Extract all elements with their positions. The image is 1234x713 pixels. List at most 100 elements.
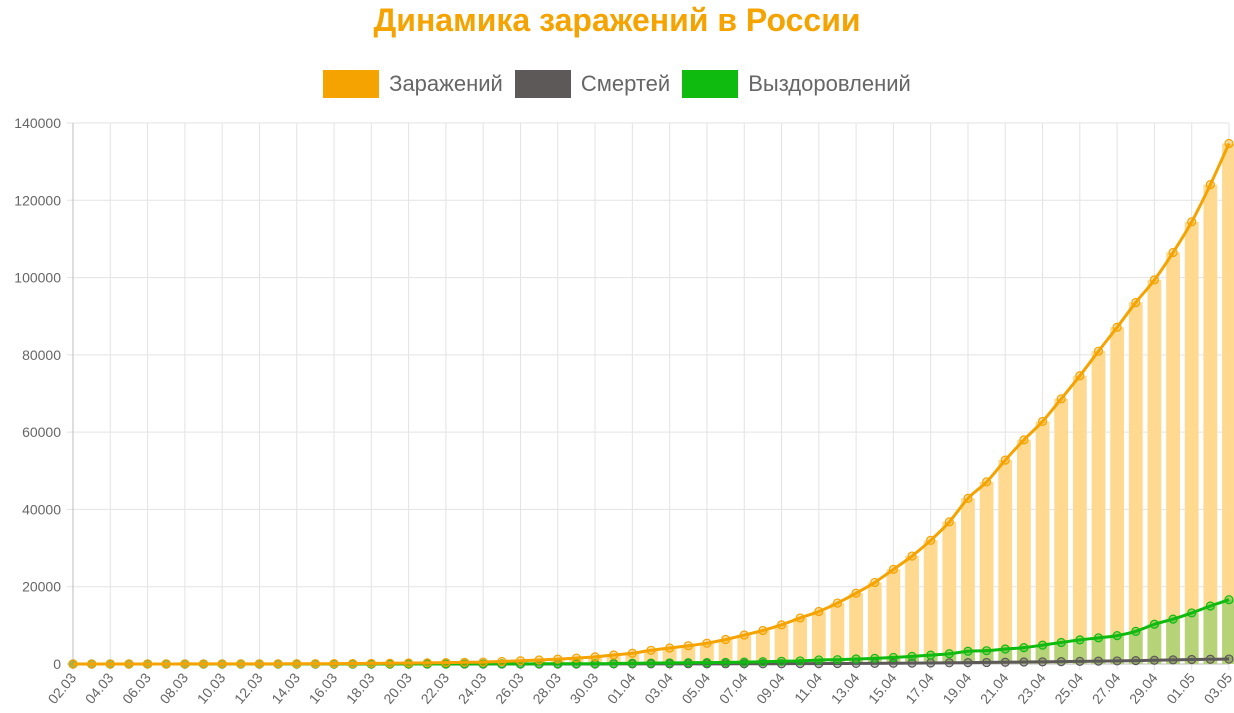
bar-0 — [718, 639, 733, 664]
bar-0 — [867, 582, 882, 664]
point-0 — [198, 659, 209, 669]
point-0 — [926, 535, 936, 545]
point-0 — [534, 655, 544, 665]
point-2 — [1093, 633, 1104, 643]
point-0 — [702, 638, 712, 648]
bar-0 — [830, 603, 845, 664]
x-tick-label: 15.04 — [865, 669, 900, 706]
point-0 — [553, 654, 563, 664]
point-0 — [609, 650, 619, 660]
point-0 — [758, 625, 768, 636]
point-1 — [1075, 656, 1085, 666]
bar-0 — [1072, 375, 1087, 664]
x-tick-label: 03.04 — [641, 669, 676, 706]
point-2 — [627, 658, 637, 668]
legend-label-recoveries: Выздоровлений — [748, 71, 911, 96]
x-tick-label: 13.04 — [828, 669, 863, 706]
bar-0 — [737, 635, 752, 664]
x-tick-label: 27.04 — [1089, 669, 1124, 706]
point-0 — [665, 643, 675, 653]
point-0 — [907, 551, 917, 561]
y-tick-label: 60000 — [22, 424, 61, 440]
y-tick-label: 140000 — [14, 115, 61, 131]
x-tick-label: 09.04 — [753, 669, 788, 706]
bar-0 — [1017, 439, 1031, 664]
bar-0 — [998, 460, 1013, 664]
point-0 — [105, 659, 115, 669]
bar-0 — [811, 611, 826, 664]
legend-item-deaths[interactable]: Смертей — [514, 70, 670, 98]
point-2 — [944, 649, 954, 659]
bar-0 — [532, 659, 547, 664]
point-0 — [571, 653, 582, 663]
point-0 — [1093, 346, 1104, 356]
bar-0 — [681, 645, 696, 664]
bar-0 — [849, 593, 863, 664]
point-1 — [1056, 657, 1066, 667]
x-tick-label: 28.03 — [529, 669, 564, 706]
x-tick-label: 21.04 — [977, 669, 1012, 706]
point-0 — [217, 659, 227, 669]
x-tick-label: 05.04 — [678, 669, 713, 706]
chart-title: Динамика заражений в России — [373, 2, 861, 38]
x-tick-label: 08.03 — [156, 669, 191, 706]
y-tick-label: 40000 — [22, 501, 61, 517]
point-0 — [1112, 322, 1122, 332]
point-2 — [870, 653, 880, 663]
point-0 — [1187, 217, 1197, 227]
legend-item-infections[interactable]: Заражений — [323, 70, 503, 98]
point-0 — [851, 588, 861, 598]
x-tick-label: 22.03 — [417, 669, 452, 706]
bar-2 — [867, 658, 882, 664]
bar-0 — [1035, 421, 1050, 664]
point-0 — [87, 659, 97, 669]
point-2 — [963, 646, 973, 656]
point-2 — [1056, 637, 1066, 648]
point-0 — [590, 652, 600, 662]
bar-2 — [1184, 612, 1199, 664]
x-tick-label: 23.04 — [1014, 669, 1049, 706]
point-2 — [982, 646, 992, 656]
x-tick-label: 02.03 — [45, 669, 80, 706]
point-1 — [1131, 656, 1141, 666]
point-2 — [665, 658, 675, 668]
point-2 — [832, 655, 843, 665]
legend-swatch-deaths — [514, 70, 571, 98]
bar-2 — [1110, 635, 1125, 664]
point-0 — [795, 613, 805, 623]
point-0 — [142, 659, 153, 669]
bar-0 — [1222, 143, 1234, 664]
point-0 — [646, 645, 656, 655]
x-tick-label: 06.03 — [119, 669, 154, 706]
x-tick-label: 16.03 — [306, 669, 341, 706]
point-1 — [907, 658, 917, 668]
series-line-0 — [72, 142, 1231, 666]
legend-item-recoveries[interactable]: Выздоровлений — [682, 70, 911, 98]
point-0 — [478, 657, 488, 667]
point-1 — [1112, 656, 1122, 666]
point-2 — [1112, 631, 1122, 641]
x-tick-label: 03.05 — [1201, 669, 1234, 706]
bar-2 — [830, 659, 845, 664]
bar-0 — [905, 556, 919, 664]
point-2 — [1019, 643, 1029, 653]
x-tick-label: 01.04 — [604, 669, 639, 706]
bar-2 — [1128, 631, 1143, 664]
y-tick-label: 80000 — [22, 347, 61, 363]
point-2 — [907, 651, 917, 661]
point-0 — [1037, 416, 1048, 427]
point-2 — [720, 657, 731, 668]
point-0 — [776, 620, 787, 630]
y-tick-label: 20000 — [22, 579, 61, 595]
bar-0 — [1054, 398, 1069, 664]
bar-0 — [1203, 184, 1218, 664]
point-1 — [1205, 654, 1215, 664]
point-0 — [870, 577, 880, 588]
x-tick-label: 14.03 — [268, 669, 303, 706]
point-1 — [1037, 657, 1048, 667]
y-tick-label: 100000 — [14, 270, 61, 286]
point-2 — [926, 650, 936, 660]
bar-0 — [961, 498, 975, 664]
x-tick-label: 11.04 — [791, 669, 825, 705]
